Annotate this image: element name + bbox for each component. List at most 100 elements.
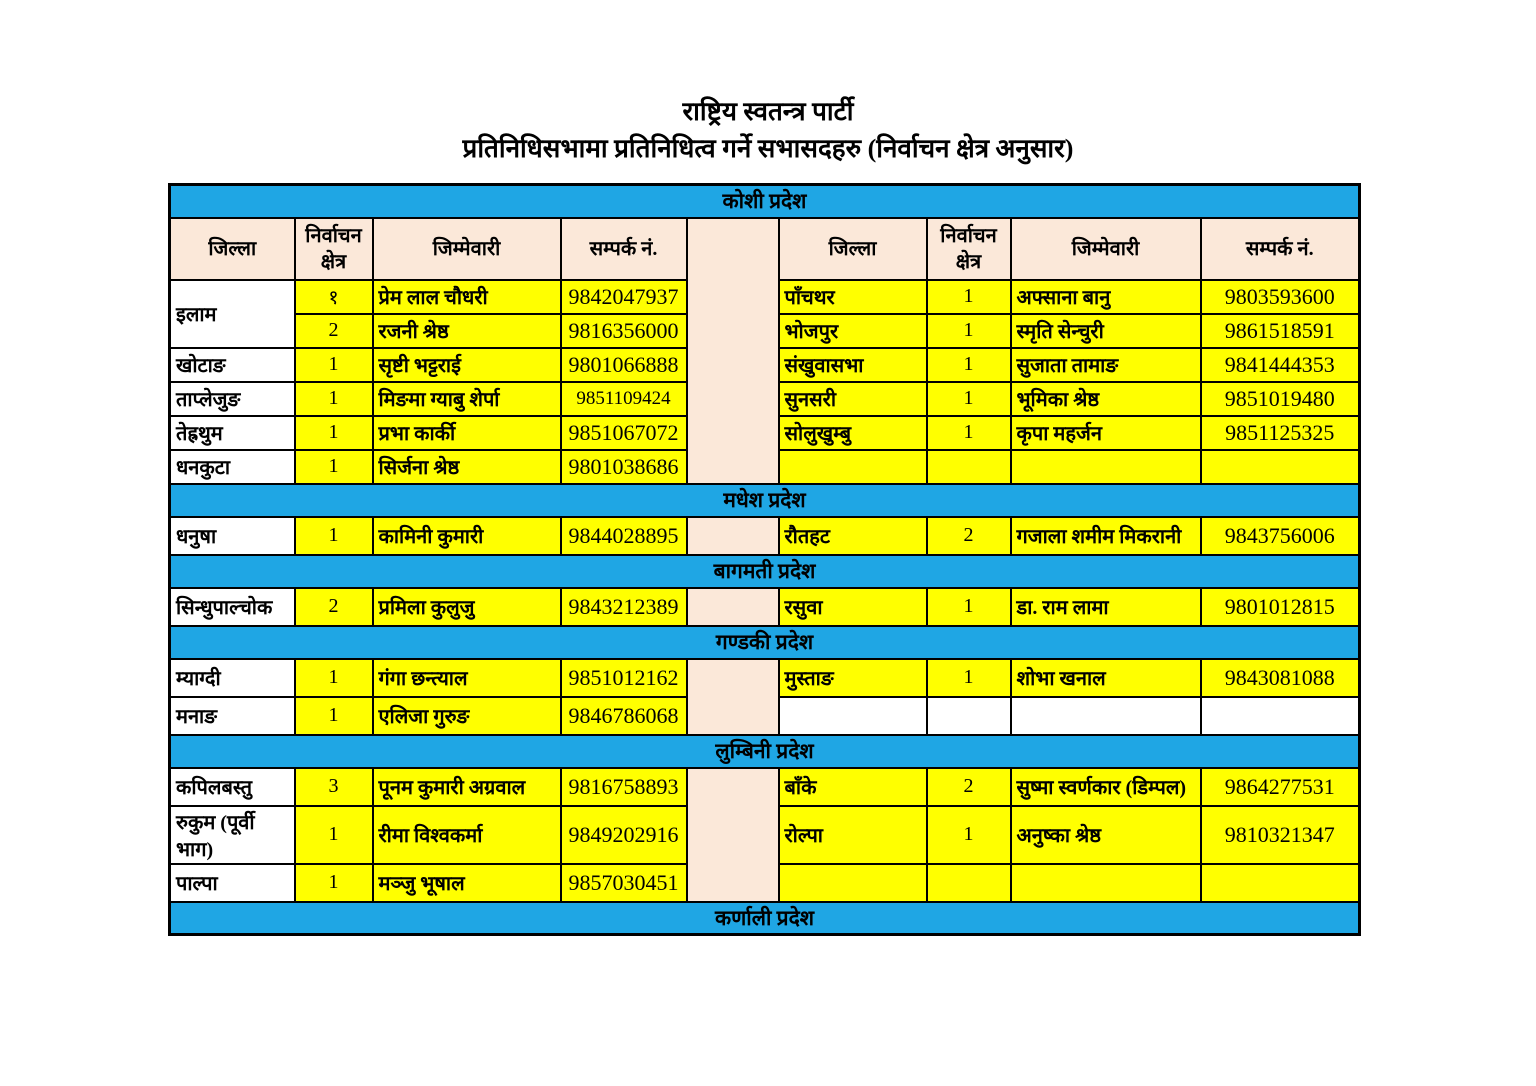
contact-number-cell: 9851012162 bbox=[559, 657, 688, 698]
constituency-cell: 2 bbox=[925, 515, 1012, 556]
contact-number-cell: 9851067072 bbox=[559, 414, 688, 451]
district-cell: सुनसरी bbox=[777, 380, 928, 417]
district-cell: इलाम bbox=[168, 278, 296, 349]
contact-number-cell bbox=[1199, 695, 1361, 736]
member-name-cell: सृष्टी भट्टराई bbox=[371, 346, 562, 383]
constituency-cell: 1 bbox=[925, 586, 1012, 627]
spacer-cell-gandaki bbox=[685, 657, 780, 736]
district-cell: रौतहट bbox=[777, 515, 928, 556]
district-cell: मनाङ bbox=[168, 695, 296, 736]
table-row: सिन्धुपाल्चोक 2 प्रमिला कुलुजु 984321238… bbox=[168, 586, 1361, 627]
district-cell: ताप्लेजुङ bbox=[168, 380, 296, 417]
member-name-cell bbox=[1009, 862, 1202, 903]
member-name-cell: भूमिका श्रेष्ठ bbox=[1009, 380, 1202, 417]
contact-number-cell: 9843212389 bbox=[559, 586, 688, 627]
table-row: इलाम १ प्रेम लाल चौधरी 9842047937 पाँचथर… bbox=[168, 278, 1361, 349]
title-block: राष्ट्रिय स्वतन्त्र पार्टी प्रतिनिधिसभाम… bbox=[0, 0, 1536, 165]
district-cell: धनुषा bbox=[168, 515, 296, 556]
member-name-cell: रीमा विश्वकर्मा bbox=[371, 804, 562, 865]
district-cell: म्याग्दी bbox=[168, 657, 296, 698]
district-cell: पाल्पा bbox=[168, 862, 296, 903]
contact-number-cell: 9851109424 bbox=[559, 380, 688, 417]
district-cell bbox=[777, 448, 928, 485]
district-cell: बाँके bbox=[777, 766, 928, 807]
member-name-cell: पूनम कुमारी अग्रवाल bbox=[371, 766, 562, 807]
member-name-cell: गंगा छन्त्याल bbox=[371, 657, 562, 698]
constituency-cell: 2 bbox=[293, 312, 374, 349]
member-name-cell: एलिजा गुरुङ bbox=[371, 695, 562, 736]
contact-number-cell: 9801038686 bbox=[559, 448, 688, 485]
column-header-contact-right: सम्पर्क नं. bbox=[1199, 216, 1361, 281]
table-row: धनकुटा 1 सिर्जना श्रेष्ठ 9801038686 bbox=[168, 448, 1361, 485]
table-row: धनुषा 1 कामिनी कुमारी 9844028895 रौतहट 2… bbox=[168, 515, 1361, 556]
column-header-contact-left: सम्पर्क नं. bbox=[559, 216, 688, 281]
contact-number-cell: 9841444353 bbox=[1199, 346, 1361, 383]
contact-number-cell: 9816356000 bbox=[559, 312, 688, 349]
contact-number-cell: 9864277531 bbox=[1199, 766, 1361, 807]
constituency-cell: 1 bbox=[925, 414, 1012, 451]
constituency-cell: 1 bbox=[293, 695, 374, 736]
spacer-cell-lumbini bbox=[685, 766, 780, 903]
contact-number-cell bbox=[1199, 862, 1361, 903]
district-cell: संखुवासभा bbox=[777, 346, 928, 383]
contact-number-cell: 9844028895 bbox=[559, 515, 688, 556]
member-name-cell: गजाला शमीम मिकरानी bbox=[1009, 515, 1202, 556]
spacer-cell-koshi bbox=[685, 216, 780, 485]
representatives-table: कोशी प्रदेश जिल्ला निर्वाचन क्षेत्र जिम्… bbox=[168, 183, 1362, 936]
district-cell: भोजपुर bbox=[777, 312, 928, 349]
table-row: पाल्पा 1 मञ्जु भूषाल 9857030451 bbox=[168, 862, 1361, 903]
member-name-cell: स्मृति सेन्चुरी bbox=[1009, 312, 1202, 349]
constituency-cell: 1 bbox=[293, 657, 374, 698]
contact-number-cell: 9861518591 bbox=[1199, 312, 1361, 349]
district-cell: धनकुटा bbox=[168, 448, 296, 485]
contact-number-cell: 9857030451 bbox=[559, 862, 688, 903]
district-cell: पाँचथर bbox=[777, 278, 928, 315]
constituency-cell: 2 bbox=[293, 586, 374, 627]
column-header-responsibility-left: जिम्मेवारी bbox=[371, 216, 562, 281]
column-header-district-right: जिल्ला bbox=[777, 216, 928, 281]
page-subtitle: प्रतिनिधिसभामा प्रतिनिधित्व गर्ने सभासदह… bbox=[462, 133, 1074, 163]
member-name-cell: डा. राम लामा bbox=[1009, 586, 1202, 627]
province-header-koshi: कोशी प्रदेश bbox=[168, 183, 1361, 219]
member-name-cell bbox=[1009, 695, 1202, 736]
contact-number-cell: 9843756006 bbox=[1199, 515, 1361, 556]
member-name-cell: सिर्जना श्रेष्ठ bbox=[371, 448, 562, 485]
page-title: राष्ट्रिय स्वतन्त्र पार्टी bbox=[682, 97, 854, 126]
constituency-cell bbox=[925, 448, 1012, 485]
contact-number-cell bbox=[1199, 448, 1361, 485]
member-name-cell: सुजाता तामाङ bbox=[1009, 346, 1202, 383]
member-name-cell: प्रमिला कुलुजु bbox=[371, 586, 562, 627]
constituency-cell bbox=[925, 695, 1012, 736]
constituency-cell: १ bbox=[293, 278, 374, 315]
district-cell: रसुवा bbox=[777, 586, 928, 627]
constituency-cell: 1 bbox=[925, 346, 1012, 383]
table-row: 2 रजनी श्रेष्ठ 9816356000 भोजपुर 1 स्मृत… bbox=[170, 312, 1361, 349]
table-row: म्याग्दी 1 गंगा छन्त्याल 9851012162 मुस्… bbox=[168, 657, 1361, 736]
district-cell: मुस्ताङ bbox=[777, 657, 928, 698]
table-row: ताप्लेजुङ 1 मिङमा ग्याबु शेर्पा 98511094… bbox=[168, 380, 1361, 417]
table-row: रुकुम (पूर्वी भाग) 1 रीमा विश्वकर्मा 984… bbox=[168, 804, 1361, 865]
spacer-cell-bagmati bbox=[685, 586, 780, 627]
constituency-cell: 1 bbox=[925, 804, 1012, 865]
contact-number-cell: 9801012815 bbox=[1199, 586, 1361, 627]
column-header-constituency-right: निर्वाचन क्षेत्र bbox=[925, 216, 1012, 281]
constituency-cell bbox=[925, 862, 1012, 903]
member-name-cell: कृपा महर्जन bbox=[1009, 414, 1202, 451]
constituency-cell: 1 bbox=[293, 862, 374, 903]
district-cell: सिन्धुपाल्चोक bbox=[168, 586, 296, 627]
constituency-cell: 1 bbox=[925, 278, 1012, 315]
constituency-cell: 1 bbox=[925, 312, 1012, 349]
column-header-district-left: जिल्ला bbox=[168, 216, 296, 281]
district-cell: रोल्पा bbox=[777, 804, 928, 865]
member-name-cell: शोभा खनाल bbox=[1009, 657, 1202, 698]
contact-number-cell: 9810321347 bbox=[1199, 804, 1361, 865]
table-row: खोटाङ 1 सृष्टी भट्टराई 9801066888 संखुवा… bbox=[168, 346, 1361, 383]
member-name-cell: प्रभा कार्की bbox=[371, 414, 562, 451]
constituency-cell: 1 bbox=[293, 515, 374, 556]
member-name-cell: मञ्जु भूषाल bbox=[371, 862, 562, 903]
district-cell bbox=[777, 862, 928, 903]
contact-number-cell: 9846786068 bbox=[559, 695, 688, 736]
member-name-cell: रजनी श्रेष्ठ bbox=[371, 312, 562, 349]
contact-number-cell: 9851125325 bbox=[1199, 414, 1361, 451]
province-header-madhesh: मधेश प्रदेश bbox=[168, 482, 1361, 518]
